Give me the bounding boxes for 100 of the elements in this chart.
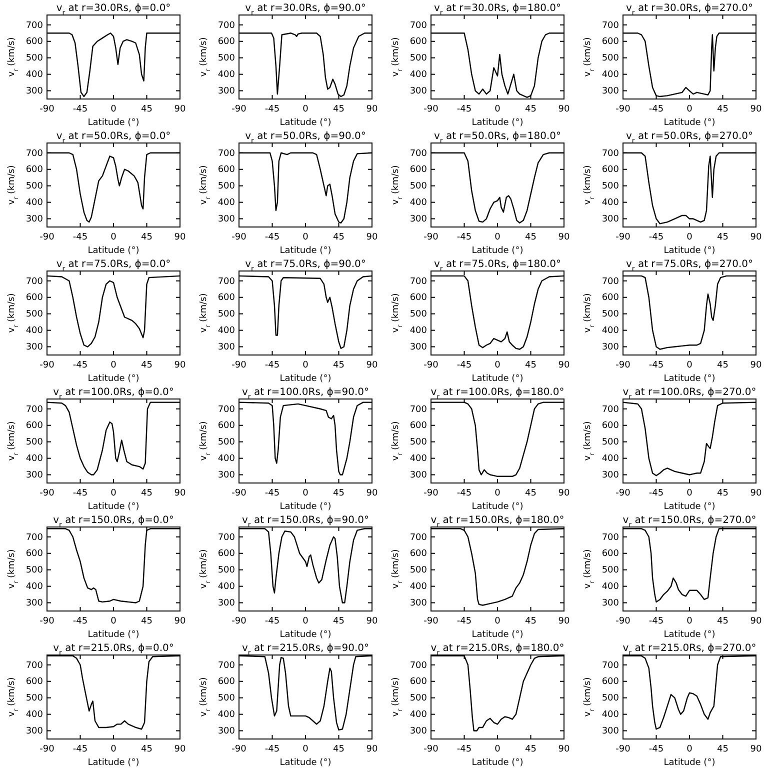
y-tick-label: 400 [410,198,428,208]
x-axis-title: Latitude (°) [280,630,332,640]
x-tick-label: 90 [174,104,186,114]
x-tick-label: 0 [686,232,693,242]
x-tick-label: -45 [648,232,664,242]
y-tick-label: 600 [218,549,236,560]
x-tick-label: -90 [40,744,55,754]
y-tick-label: 700 [26,532,44,543]
x-tick-label: 90 [174,616,186,626]
x-tick-label: -45 [456,744,472,754]
y-tick-label: 600 [602,549,620,560]
y-tick-label: 500 [410,566,428,576]
x-tick-label: -90 [232,616,247,626]
y-tick-label: 300 [26,598,44,609]
y-tick-label: 300 [218,470,236,481]
x-tick-label: 45 [717,104,728,114]
y-tick-label: 700 [602,276,620,287]
y-tick-label: 300 [410,598,428,609]
y-tick-label: 500 [218,182,236,192]
y-tick-label: 500 [410,694,428,704]
y-tick-label: 600 [602,37,620,48]
x-tick-label: -90 [424,744,439,754]
x-axis-title: Latitude (°) [472,502,524,512]
x-tick-label: 45 [525,744,536,754]
x-tick-label: 90 [558,488,570,498]
x-axis-title: Latitude (°) [280,502,332,512]
y-tick-label: 700 [218,148,236,159]
x-tick-label: 90 [750,744,762,754]
x-tick-label: 45 [525,104,536,114]
x-tick-label: 45 [525,488,536,498]
x-axis-title: Latitude (°) [472,374,524,384]
x-tick-label: 90 [750,488,762,498]
y-tick-label: 400 [218,198,236,208]
x-tick-label: -45 [456,232,472,242]
x-tick-label: -45 [72,232,88,242]
x-tick-label: 90 [174,488,186,498]
y-tick-label: 400 [602,454,620,464]
y-tick-label: 300 [602,598,620,609]
y-tick-label: 700 [26,148,44,159]
y-tick-label: 600 [410,293,428,304]
y-tick-label: 700 [218,20,236,31]
y-tick-label: 500 [218,54,236,64]
y-tick-label: 400 [602,326,620,336]
x-axis-title: Latitude (°) [664,758,716,768]
y-tick-label: 400 [410,582,428,592]
x-tick-label: 45 [141,616,152,626]
x-axis-title: Latitude (°) [664,374,716,384]
y-tick-label: 500 [602,694,620,704]
x-tick-label: -45 [456,360,472,370]
x-tick-label: 0 [110,744,117,754]
x-tick-label: 45 [141,360,152,370]
y-tick-label: 600 [410,165,428,176]
x-tick-label: -90 [424,104,439,114]
y-tick-label: 400 [26,582,44,592]
y-tick-label: 400 [602,198,620,208]
x-tick-label: -45 [456,104,472,114]
x-tick-label: -45 [72,616,88,626]
x-axis-title: Latitude (°) [664,246,716,256]
y-tick-label: 500 [26,694,44,704]
y-tick-label: 500 [218,438,236,448]
x-tick-label: 45 [717,360,728,370]
y-tick-label: 600 [410,677,428,688]
y-tick-label: 700 [218,276,236,287]
x-tick-label: -90 [616,360,631,370]
x-tick-label: 45 [141,744,152,754]
x-tick-label: -90 [232,232,247,242]
y-tick-label: 600 [26,677,44,688]
x-tick-label: 0 [302,744,309,754]
y-tick-label: 700 [602,404,620,415]
y-tick-label: 500 [218,694,236,704]
x-tick-label: 0 [110,488,117,498]
x-tick-label: 0 [686,488,693,498]
x-tick-label: -90 [232,360,247,370]
x-tick-label: -45 [264,232,280,242]
x-tick-label: -45 [72,104,88,114]
y-tick-label: 600 [602,677,620,688]
y-tick-label: 600 [26,549,44,560]
y-tick-label: 400 [410,454,428,464]
x-tick-label: 90 [174,232,186,242]
x-tick-label: 0 [686,104,693,114]
y-tick-label: 600 [602,165,620,176]
y-tick-label: 400 [602,70,620,80]
x-axis-title: Latitude (°) [472,246,524,256]
x-tick-label: 90 [750,232,762,242]
x-axis-title: Latitude (°) [472,118,524,128]
x-axis-title: Latitude (°) [88,118,140,128]
x-axis-title: Latitude (°) [472,758,524,768]
y-tick-label: 700 [410,148,428,159]
y-tick-label: 500 [410,54,428,64]
x-tick-label: 45 [333,104,344,114]
x-tick-label: 90 [366,488,378,498]
x-tick-label: 45 [717,616,728,626]
y-tick-label: 300 [602,342,620,353]
y-tick-label: 700 [410,660,428,671]
y-tick-label: 600 [602,421,620,432]
y-tick-label: 300 [218,342,236,353]
x-tick-label: 45 [525,616,536,626]
x-tick-label: -90 [616,616,631,626]
x-tick-label: 0 [686,744,693,754]
x-tick-label: -45 [264,744,280,754]
